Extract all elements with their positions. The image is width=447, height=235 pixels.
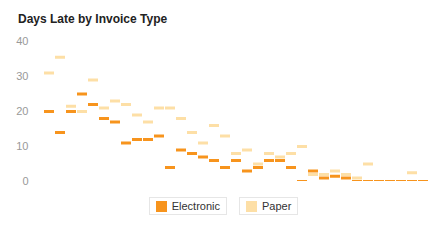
- svg-text:20: 20: [16, 105, 28, 117]
- svg-text:40: 40: [16, 35, 28, 47]
- svg-text:10: 10: [16, 140, 28, 152]
- svg-text:30: 30: [16, 70, 28, 82]
- html-text:Electronic: Electronic: [171, 200, 220, 212]
- svg-text:0: 0: [22, 175, 28, 187]
- html-text:Paper: Paper: [262, 200, 292, 212]
- html-text:Days Late by Invoice Type: Days Late by Invoice Type: [18, 12, 168, 26]
